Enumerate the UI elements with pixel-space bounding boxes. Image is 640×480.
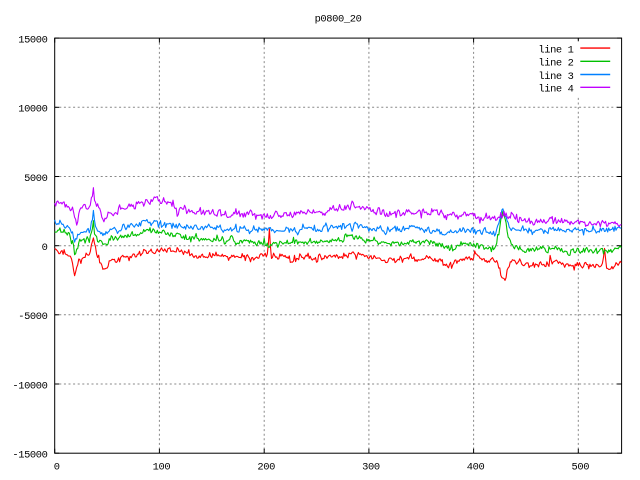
svg-text:5000: 5000 — [24, 173, 48, 185]
svg-text:500: 500 — [572, 462, 590, 474]
svg-text:100: 100 — [153, 462, 171, 474]
svg-text:0: 0 — [42, 242, 48, 254]
svg-text:-15000: -15000 — [12, 450, 47, 462]
svg-text:300: 300 — [362, 462, 380, 474]
svg-text:-10000: -10000 — [12, 380, 47, 392]
svg-text:line 2: line 2 — [538, 58, 573, 70]
svg-text:200: 200 — [257, 462, 275, 474]
svg-text:10000: 10000 — [18, 104, 47, 116]
svg-text:-5000: -5000 — [18, 311, 47, 323]
svg-text:p0800_20: p0800_20 — [315, 14, 362, 26]
svg-text:line 3: line 3 — [538, 71, 573, 83]
svg-text:15000: 15000 — [18, 34, 47, 46]
svg-text:line 4: line 4 — [538, 84, 573, 96]
svg-text:0: 0 — [54, 462, 60, 474]
svg-text:line 1: line 1 — [538, 44, 573, 56]
svg-text:400: 400 — [467, 462, 485, 474]
